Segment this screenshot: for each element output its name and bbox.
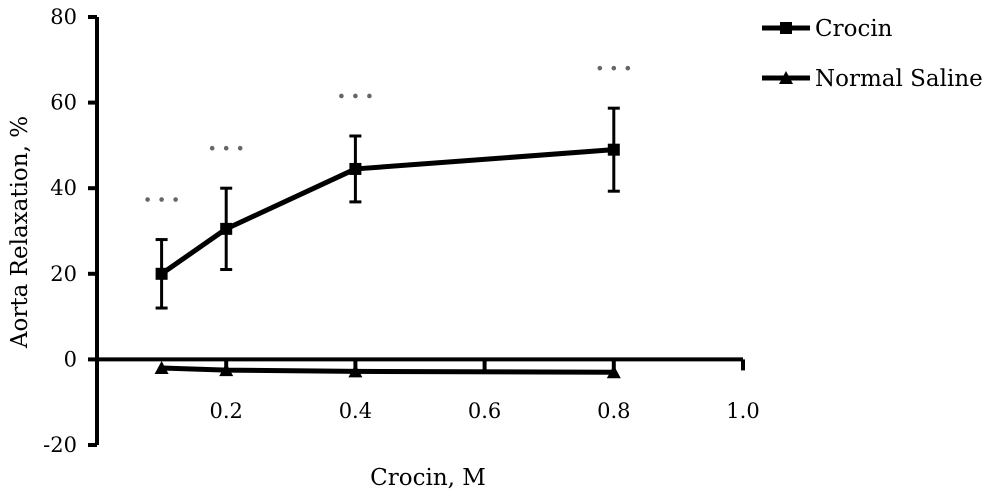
x-axis-title: Crocin, M xyxy=(370,465,486,491)
x-tick-label: 0.6 xyxy=(468,399,501,423)
series-line xyxy=(160,147,614,276)
x-tick-label: 1.0 xyxy=(726,399,759,423)
significance-marker: *** xyxy=(209,145,243,151)
series-normal-saline xyxy=(154,360,621,379)
y-axis-title: Aorta Relaxation, % xyxy=(7,116,33,349)
significance-marker: *** xyxy=(597,65,631,71)
x-tick-label: 0.2 xyxy=(209,399,242,423)
data-point xyxy=(220,222,233,235)
legend-entry: Crocin xyxy=(762,16,893,42)
significance-dot xyxy=(611,65,617,71)
significance-dot xyxy=(237,145,243,151)
significance-dot xyxy=(597,65,603,71)
series-crocin xyxy=(155,106,620,310)
significance-marker: *** xyxy=(339,93,372,99)
significance-dot xyxy=(209,145,215,151)
significance-dot xyxy=(173,197,178,202)
x-tick-label: 0.4 xyxy=(339,399,372,423)
significance-marker: *** xyxy=(145,197,178,202)
significance-dot xyxy=(145,197,150,202)
y-tick-label: 40 xyxy=(50,176,77,200)
significance-dot xyxy=(339,93,344,99)
significance-dot xyxy=(223,145,229,151)
significance-dot xyxy=(159,197,164,202)
data-point xyxy=(154,360,169,374)
data-point xyxy=(219,363,234,377)
data-point xyxy=(349,162,362,175)
significance-dot xyxy=(625,65,631,71)
y-tick-label: 20 xyxy=(50,262,77,286)
series-line xyxy=(161,365,614,375)
annotations: *** *** *** *** xyxy=(145,65,631,202)
data-point xyxy=(348,364,363,378)
y-tick-label: 80 xyxy=(50,5,77,29)
data-point xyxy=(607,143,620,156)
series-layer xyxy=(154,106,621,379)
axes: -20 0 20 40 60 80 0.2 0.4 0.6 0.8 1.0 xyxy=(43,5,760,457)
legend-label: Normal Saline xyxy=(815,66,983,92)
data-point xyxy=(155,267,168,280)
significance-dot xyxy=(353,93,358,99)
significance-dot xyxy=(367,93,372,99)
legend: Crocin Normal Saline xyxy=(762,16,983,92)
legend-marker xyxy=(780,22,792,34)
y-tick-label: 0 xyxy=(64,347,77,371)
legend-label: Crocin xyxy=(815,16,893,42)
x-tick-label: 0.8 xyxy=(597,399,630,423)
y-tick-label: -20 xyxy=(43,433,77,457)
legend-entry: Normal Saline xyxy=(762,66,983,92)
legend-marker xyxy=(779,71,793,84)
data-point xyxy=(606,365,621,379)
y-tick-label: 60 xyxy=(50,91,77,115)
